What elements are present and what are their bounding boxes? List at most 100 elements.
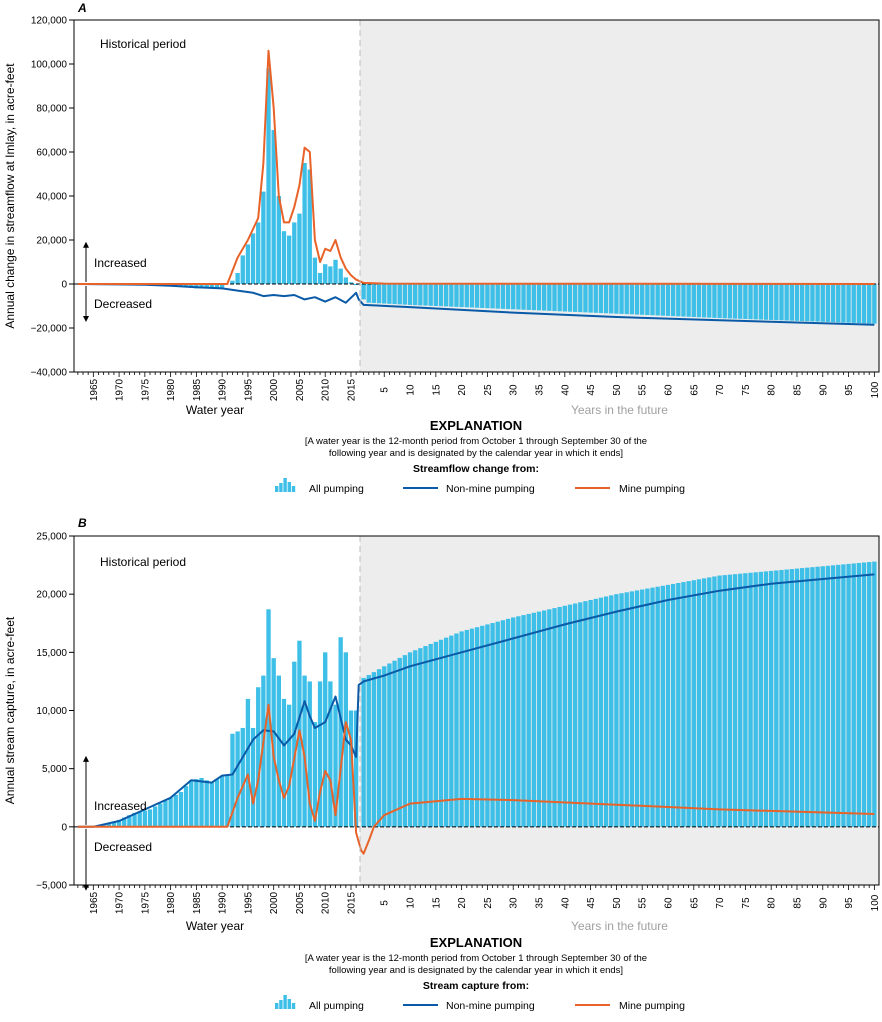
- chart-panel-b: −5,000 0 5,000 10,000 15,000 20,000 25,000 1965…: [3, 516, 881, 1012]
- bar-all-pumping-1996: [250, 727, 256, 827]
- bar-all-pumping-future-81: [774, 284, 779, 321]
- bar-all-pumping-future-97: [856, 284, 862, 324]
- bar-all-pumping-2007: [307, 681, 312, 827]
- explanation-note-line2: following year and is designated by the …: [329, 448, 623, 459]
- x-tick-label-future: 60: [663, 384, 674, 396]
- bar-all-pumping-future-75: [743, 573, 748, 827]
- bar-all-pumping-future-13: [423, 646, 428, 827]
- bar-all-pumping-1986: [199, 777, 204, 827]
- bar-all-pumping-future-80: [769, 570, 774, 827]
- bar-all-pumping-future-29: [505, 618, 511, 827]
- legend-label-all-pumping: All pumping: [309, 1000, 364, 1012]
- bar-all-pumping-future-74: [738, 573, 743, 827]
- bar-all-pumping-2000: [271, 658, 276, 827]
- legend-bar-swatch-icon: [275, 478, 296, 492]
- bar-all-pumping-2005: [297, 213, 302, 284]
- bar-all-pumping-future-88: [810, 284, 815, 322]
- bar-all-pumping-1975: [142, 810, 148, 827]
- bar-all-pumping-future-99: [867, 284, 872, 324]
- bar-all-pumping-future-60: [665, 584, 671, 827]
- y-axis-title: Annual stream capture, in acre-feet: [3, 616, 17, 804]
- bar-all-pumping-future-29: [505, 284, 511, 310]
- bar-all-pumping-2006: [302, 163, 307, 284]
- bar-all-pumping-future-79: [763, 284, 769, 320]
- bar-all-pumping-2006: [302, 675, 307, 827]
- bar-all-pumping-future-17: [443, 637, 449, 827]
- bar-all-pumping-future-95: [846, 563, 851, 827]
- bar-all-pumping-1977: [152, 806, 158, 827]
- y-tick-label: 10,000: [36, 706, 67, 717]
- bar-all-pumping-2003: [286, 235, 292, 284]
- bar-all-pumping-future-43: [578, 602, 583, 827]
- x-tick-label-future: 15: [431, 897, 442, 909]
- bar-all-pumping-future-84: [789, 569, 794, 827]
- x-tick-label-future: 75: [741, 384, 752, 396]
- x-tick-label-future: 20: [457, 384, 468, 396]
- bar-all-pumping-future-20: [459, 284, 464, 308]
- x-tick-label: 2015: [346, 891, 357, 914]
- bar-all-pumping-1989: [214, 284, 220, 289]
- x-tick-label-future: 55: [638, 897, 649, 909]
- x-tick-label: 2005: [295, 891, 306, 914]
- bar-all-pumping-future-58: [655, 586, 660, 827]
- bar-all-pumping-future-76: [748, 572, 753, 827]
- bar-all-pumping-future-89: [815, 566, 820, 827]
- bar-all-pumping-future-79: [763, 571, 769, 827]
- bar-all-pumping-future-10: [407, 652, 413, 827]
- x-tick-label-future: 5: [380, 900, 391, 906]
- bar-all-pumping-1971: [122, 817, 127, 827]
- x-tick-label: 1995: [243, 891, 254, 914]
- bar-all-pumping-1987: [204, 284, 209, 289]
- bar-all-pumping-future-39: [557, 284, 562, 312]
- legend-bar-swatch-part: [291, 1003, 296, 1009]
- x-axis-title: Water year: [186, 403, 244, 417]
- bar-all-pumping-future-19: [454, 633, 459, 827]
- bar-all-pumping-future-44: [583, 284, 588, 313]
- bar-all-pumping-future-27: [495, 284, 500, 309]
- legend-bar-swatch-icon: [275, 995, 296, 1009]
- x-tick-label: 1970: [115, 891, 126, 914]
- bar-all-pumping-future-10: [407, 284, 413, 305]
- y-tick-label: 25,000: [36, 532, 67, 543]
- bar-all-pumping-future-35: [536, 611, 542, 827]
- bar-all-pumping-future-1: [361, 284, 366, 300]
- bar-all-pumping-future-94: [841, 284, 846, 323]
- y-tick-label: 80,000: [36, 104, 67, 115]
- x-tick-label-future: 50: [612, 384, 623, 396]
- bar-all-pumping-1998: [261, 191, 266, 284]
- bar-all-pumping-1982: [178, 791, 184, 827]
- y-tick-label: −20,000: [31, 324, 68, 335]
- bar-all-pumping-2009: [317, 273, 323, 284]
- bar-all-pumping-1970: [116, 819, 122, 827]
- bar-all-pumping-future-86: [799, 568, 805, 827]
- bar-all-pumping-future-41: [567, 604, 573, 827]
- bar-all-pumping-future-84: [789, 284, 794, 321]
- bar-all-pumping-future-15: [433, 641, 439, 827]
- bar-all-pumping-future-37: [547, 284, 552, 311]
- bar-all-pumping-2016: [353, 284, 359, 286]
- x-tick-label-future: 75: [741, 897, 752, 909]
- bar-all-pumping-future-100: [872, 284, 877, 324]
- bar-all-pumping-future-55: [640, 589, 645, 827]
- bar-all-pumping-future-54: [634, 284, 640, 315]
- bar-all-pumping-2004: [292, 222, 297, 284]
- bar-all-pumping-future-33: [526, 284, 531, 310]
- x-tick-label-future: 25: [483, 897, 494, 909]
- bar-all-pumping-future-76: [748, 284, 753, 320]
- bar-all-pumping-1979: [163, 800, 168, 827]
- bar-all-pumping-future-26: [490, 284, 495, 309]
- bar-all-pumping-2011: [328, 266, 333, 284]
- y-tick-label: 15,000: [36, 648, 67, 659]
- bar-all-pumping-future-52: [624, 284, 629, 315]
- bar-all-pumping-future-35: [536, 284, 542, 311]
- bar-all-pumping-future-12: [418, 648, 423, 827]
- bar-all-pumping-1999: [266, 609, 271, 827]
- bar-all-pumping-future-51: [619, 284, 624, 314]
- bar-all-pumping-future-36: [542, 610, 547, 827]
- bar-all-pumping-future-68: [707, 577, 712, 827]
- x-tick-label-future: 100: [870, 381, 881, 398]
- bar-all-pumping-future-47: [598, 284, 604, 314]
- bar-all-pumping-future-87: [805, 284, 810, 322]
- line-mine-pumping: [77, 703, 875, 855]
